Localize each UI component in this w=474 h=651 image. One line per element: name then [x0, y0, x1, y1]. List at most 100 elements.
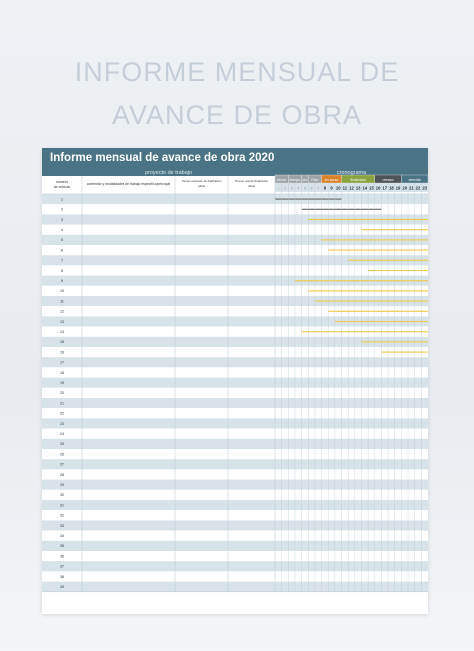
table-row [42, 398, 428, 409]
table-row [42, 347, 428, 358]
row-number: 39 [60, 585, 64, 589]
gantt-bar [328, 249, 428, 251]
table-row [42, 214, 428, 225]
table-row [42, 428, 428, 439]
row-number: 13 [60, 320, 64, 324]
col-plan-header-unit: (días) [198, 184, 205, 188]
table-row [42, 255, 428, 266]
row-number: 22 [60, 412, 64, 416]
table-row [42, 489, 428, 500]
day-number: 2 [284, 187, 286, 191]
col-actual-header: Tiempo real de finalización [235, 179, 269, 183]
day-number: 12 [349, 186, 354, 191]
day-number: 9 [330, 186, 333, 191]
row-number: 37 [60, 565, 64, 569]
legend-label: Plan [311, 178, 318, 182]
table-row [42, 540, 428, 551]
row-number: 9 [61, 279, 63, 283]
row-number: 27 [60, 463, 64, 467]
row-number: 11 [60, 299, 64, 303]
day-number: 19 [396, 186, 401, 191]
day-number: 3 [291, 187, 293, 191]
day-number: 23 [422, 186, 427, 191]
row-number: 36 [60, 554, 64, 558]
row-number: 1 [61, 197, 63, 201]
day-number: 1 [277, 187, 279, 191]
row-number: 21 [60, 401, 64, 405]
row-number: 29 [60, 483, 64, 487]
table-row [42, 296, 428, 307]
row-number: 6 [61, 248, 63, 252]
gantt-bar [328, 310, 428, 312]
column-header-area [42, 176, 275, 194]
day-number: 14 [362, 186, 367, 191]
row-number: 38 [60, 575, 64, 579]
row-number: 24 [60, 432, 64, 436]
day-number: 22 [416, 186, 421, 191]
row-number: 35 [60, 544, 64, 548]
row-number: 32 [60, 514, 64, 518]
row-number: 25 [60, 442, 64, 446]
day-number: 20 [402, 186, 407, 191]
table-row [42, 377, 428, 388]
row-number: 23 [60, 422, 64, 426]
table-row [42, 275, 428, 286]
table-row [42, 194, 428, 205]
day-number: 4 [297, 187, 299, 191]
day-number: 18 [389, 186, 394, 191]
gantt-bar [368, 269, 428, 272]
day-number: 5 [304, 187, 306, 191]
table-row [42, 551, 428, 562]
day-number: 10 [336, 186, 341, 191]
table-row [42, 316, 428, 327]
row-number: 5 [61, 238, 63, 242]
row-number: 16 [60, 350, 64, 354]
table-row [42, 438, 428, 449]
row-number: 17 [60, 361, 64, 365]
row-number: 8 [61, 269, 63, 273]
legend-label: retraso [382, 178, 393, 182]
row-number: 10 [60, 289, 64, 293]
row-number: 18 [60, 371, 64, 375]
schedule-group-label: cronograma [337, 170, 367, 176]
row-number: 28 [60, 473, 64, 477]
day-number: 15 [369, 186, 374, 191]
day-number-row [275, 183, 428, 192]
table-row [42, 459, 428, 470]
table-row [42, 387, 428, 398]
day-number: 8 [324, 186, 327, 191]
row-number: 19 [60, 381, 64, 385]
table-row [42, 500, 428, 511]
table-row [42, 520, 428, 531]
row-number: 2 [61, 208, 63, 212]
report-sheet: proyecto de trabajo cronograma número de ar… [42, 148, 428, 614]
page-title-line-2: AVANCE DE OBRA [111, 100, 363, 130]
table-row [42, 469, 428, 480]
day-number: 13 [356, 186, 361, 191]
row-number: 31 [60, 503, 64, 507]
row-number: 20 [60, 391, 64, 395]
table-row [42, 245, 428, 256]
table-row [42, 581, 428, 592]
col-actual-header-unit: (días) [248, 184, 255, 188]
row-number: 4 [61, 228, 63, 232]
table-row [42, 265, 428, 276]
project-group-label: proyecto de trabajo [145, 170, 192, 176]
row-number: 26 [60, 452, 64, 456]
row-number: 14 [60, 330, 64, 334]
legend-label: día [302, 178, 307, 182]
page-title-line-1: INFORME MENSUAL DE [74, 57, 400, 87]
schedule-group-header [275, 168, 428, 176]
legend-label: tiempo [290, 178, 301, 182]
col-content-header: contenido y modalidades de trabajo espec… [87, 182, 171, 186]
legend-label: fecha [277, 178, 286, 182]
title-bar [42, 148, 428, 168]
day-number: 17 [382, 186, 387, 191]
col-number-header-line2: de artículo [54, 185, 71, 189]
row-number: 34 [60, 534, 64, 538]
legend-label: vencido [409, 178, 421, 182]
project-group-header [42, 168, 275, 176]
table-row [42, 571, 428, 582]
day-number: 11 [343, 186, 348, 191]
